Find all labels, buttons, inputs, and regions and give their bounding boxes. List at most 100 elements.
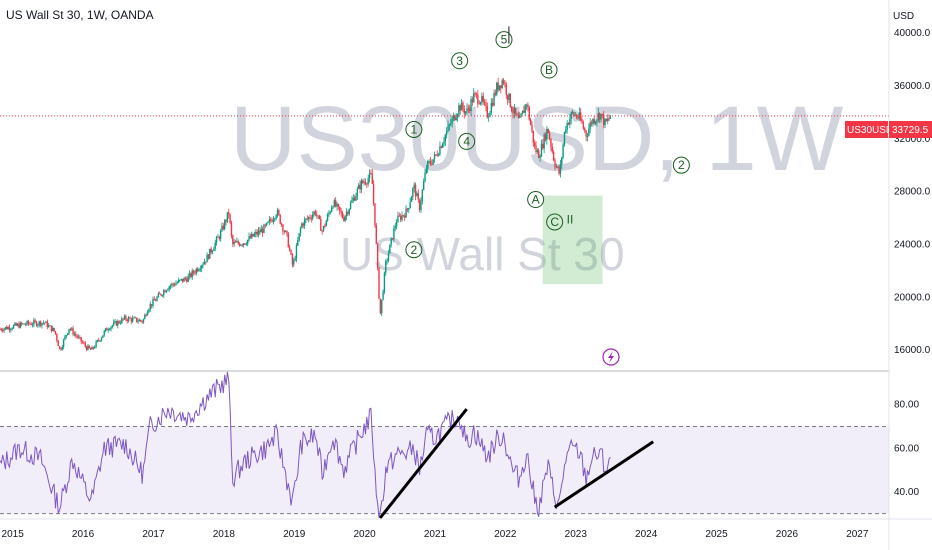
symbol-title[interactable]: US Wall St 30, 1W, OANDA [6, 8, 154, 22]
candle-body [248, 236, 250, 240]
candle-body [11, 328, 13, 330]
candle-body [543, 134, 545, 149]
candle-body [290, 250, 292, 255]
candle-body [374, 203, 376, 226]
candle-body [37, 324, 39, 326]
candle-body [356, 188, 359, 196]
rsi-band [0, 426, 889, 514]
candle-body [609, 117, 612, 119]
candle-body [353, 197, 356, 201]
candle-body [364, 182, 367, 184]
candle-body [291, 254, 294, 265]
candle-body [177, 279, 180, 283]
candle-body [386, 260, 388, 262]
candle-body [351, 200, 353, 203]
lightning-icon[interactable] [602, 348, 620, 366]
candle-body [251, 233, 253, 239]
candle-body [73, 333, 76, 335]
candle-body [309, 217, 311, 219]
candle-body [225, 220, 227, 222]
candle-body [429, 161, 432, 164]
candle-body [482, 96, 484, 102]
price-tick-label: 32000.0 [894, 134, 931, 145]
candle-body [156, 297, 158, 301]
candle-body [358, 184, 360, 189]
price-axis[interactable]: 16000.0 20000.0 24000.0 28000.0 32000.0 36000… [894, 28, 931, 356]
candle-body [333, 200, 336, 207]
candle-body [413, 184, 415, 189]
candle-body [142, 319, 145, 323]
candle-body [601, 113, 604, 115]
candle-body [409, 201, 411, 208]
candle-body [100, 337, 103, 341]
candle-body [284, 230, 287, 232]
candle-body [167, 289, 169, 291]
wave-label: B [545, 63, 553, 77]
candle-body [310, 218, 313, 220]
candle-body [136, 317, 138, 322]
candle-body [437, 154, 440, 156]
candle-body [326, 214, 329, 221]
candle-body [389, 244, 391, 254]
candle-body [339, 206, 341, 211]
time-tick-label: 2027 [846, 529, 869, 540]
wave-circle [451, 52, 469, 70]
candle-body [422, 181, 425, 190]
candle-body [110, 326, 112, 330]
candle-body [341, 212, 344, 218]
candle-body [0, 329, 3, 331]
candle-body [123, 316, 126, 320]
candle-body [89, 348, 92, 350]
target-zone-box[interactable] [542, 195, 603, 285]
rsi-axis[interactable]: 40.00 60.00 80.00 [894, 400, 919, 498]
candle-body [458, 105, 460, 115]
candle-body [593, 119, 595, 124]
candle-body [76, 335, 78, 338]
candle-body [517, 114, 520, 118]
candle-body [336, 204, 338, 207]
candle-body [393, 228, 395, 240]
candle-body [81, 341, 84, 343]
candle-body [305, 218, 307, 220]
candle-body [546, 128, 548, 141]
candle-body [307, 217, 310, 219]
candle-body [512, 111, 514, 114]
candle-body [175, 283, 177, 286]
candle-body [62, 339, 65, 347]
candle-body [382, 291, 384, 300]
wave-label: 3 [456, 54, 463, 68]
last-price-tag: US30USD 33729.5 [845, 121, 932, 138]
wave-labels[interactable]: 12345BAC142II [405, 0, 721, 259]
time-axis[interactable]: 2015 2016 2017 2018 2019 2020 2021 2022 2023 2024… [2, 529, 869, 540]
candle-body [531, 125, 533, 131]
candle-body [397, 215, 399, 223]
candle-body [295, 245, 298, 259]
rsi-trendlines[interactable] [378, 408, 655, 519]
candle-body [474, 93, 476, 95]
wave-circle [405, 241, 423, 259]
candle-body [41, 322, 43, 326]
time-tick-label: 2015 [2, 529, 25, 540]
candle-body [224, 220, 226, 230]
candle-body [494, 92, 497, 95]
candle-body [497, 82, 499, 90]
price-tick-label: 24000.0 [894, 239, 931, 250]
candle-body [401, 215, 403, 220]
candle-body [544, 134, 547, 141]
candle-body [404, 215, 406, 218]
candle-body [188, 273, 191, 277]
candle-body [164, 290, 166, 293]
candle-body [257, 230, 260, 235]
candle-body [242, 243, 245, 246]
candle-body [501, 80, 503, 88]
candle-body [241, 244, 243, 246]
candle-body [157, 293, 160, 298]
candle-body [410, 196, 413, 202]
watermark-name: US Wall St 30 [340, 228, 625, 280]
candle-body [570, 112, 572, 119]
candle-body [232, 235, 234, 244]
candle-body [169, 285, 172, 287]
candle-body [372, 183, 375, 204]
candle-body [165, 290, 168, 293]
